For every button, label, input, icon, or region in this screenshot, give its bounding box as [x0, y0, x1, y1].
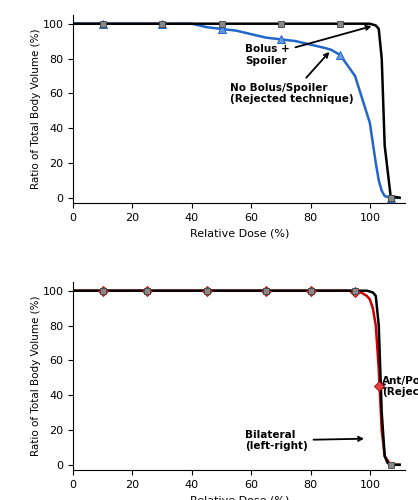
Text: Ant/Post
(Rejected): Ant/Post (Rejected) [379, 376, 418, 397]
Text: Bilateral
(left-right): Bilateral (left-right) [245, 430, 362, 451]
Y-axis label: Ratio of Total Body Volume (%): Ratio of Total Body Volume (%) [31, 296, 41, 456]
Y-axis label: Ratio of Total Body Volume (%): Ratio of Total Body Volume (%) [31, 29, 41, 190]
Text: Bolus +
Spoiler: Bolus + Spoiler [245, 26, 370, 66]
Text: No Bolus/Spoiler
(Rejected technique): No Bolus/Spoiler (Rejected technique) [230, 54, 354, 104]
X-axis label: Relative Dose (%): Relative Dose (%) [190, 228, 289, 238]
X-axis label: Relative Dose (%): Relative Dose (%) [190, 496, 289, 500]
